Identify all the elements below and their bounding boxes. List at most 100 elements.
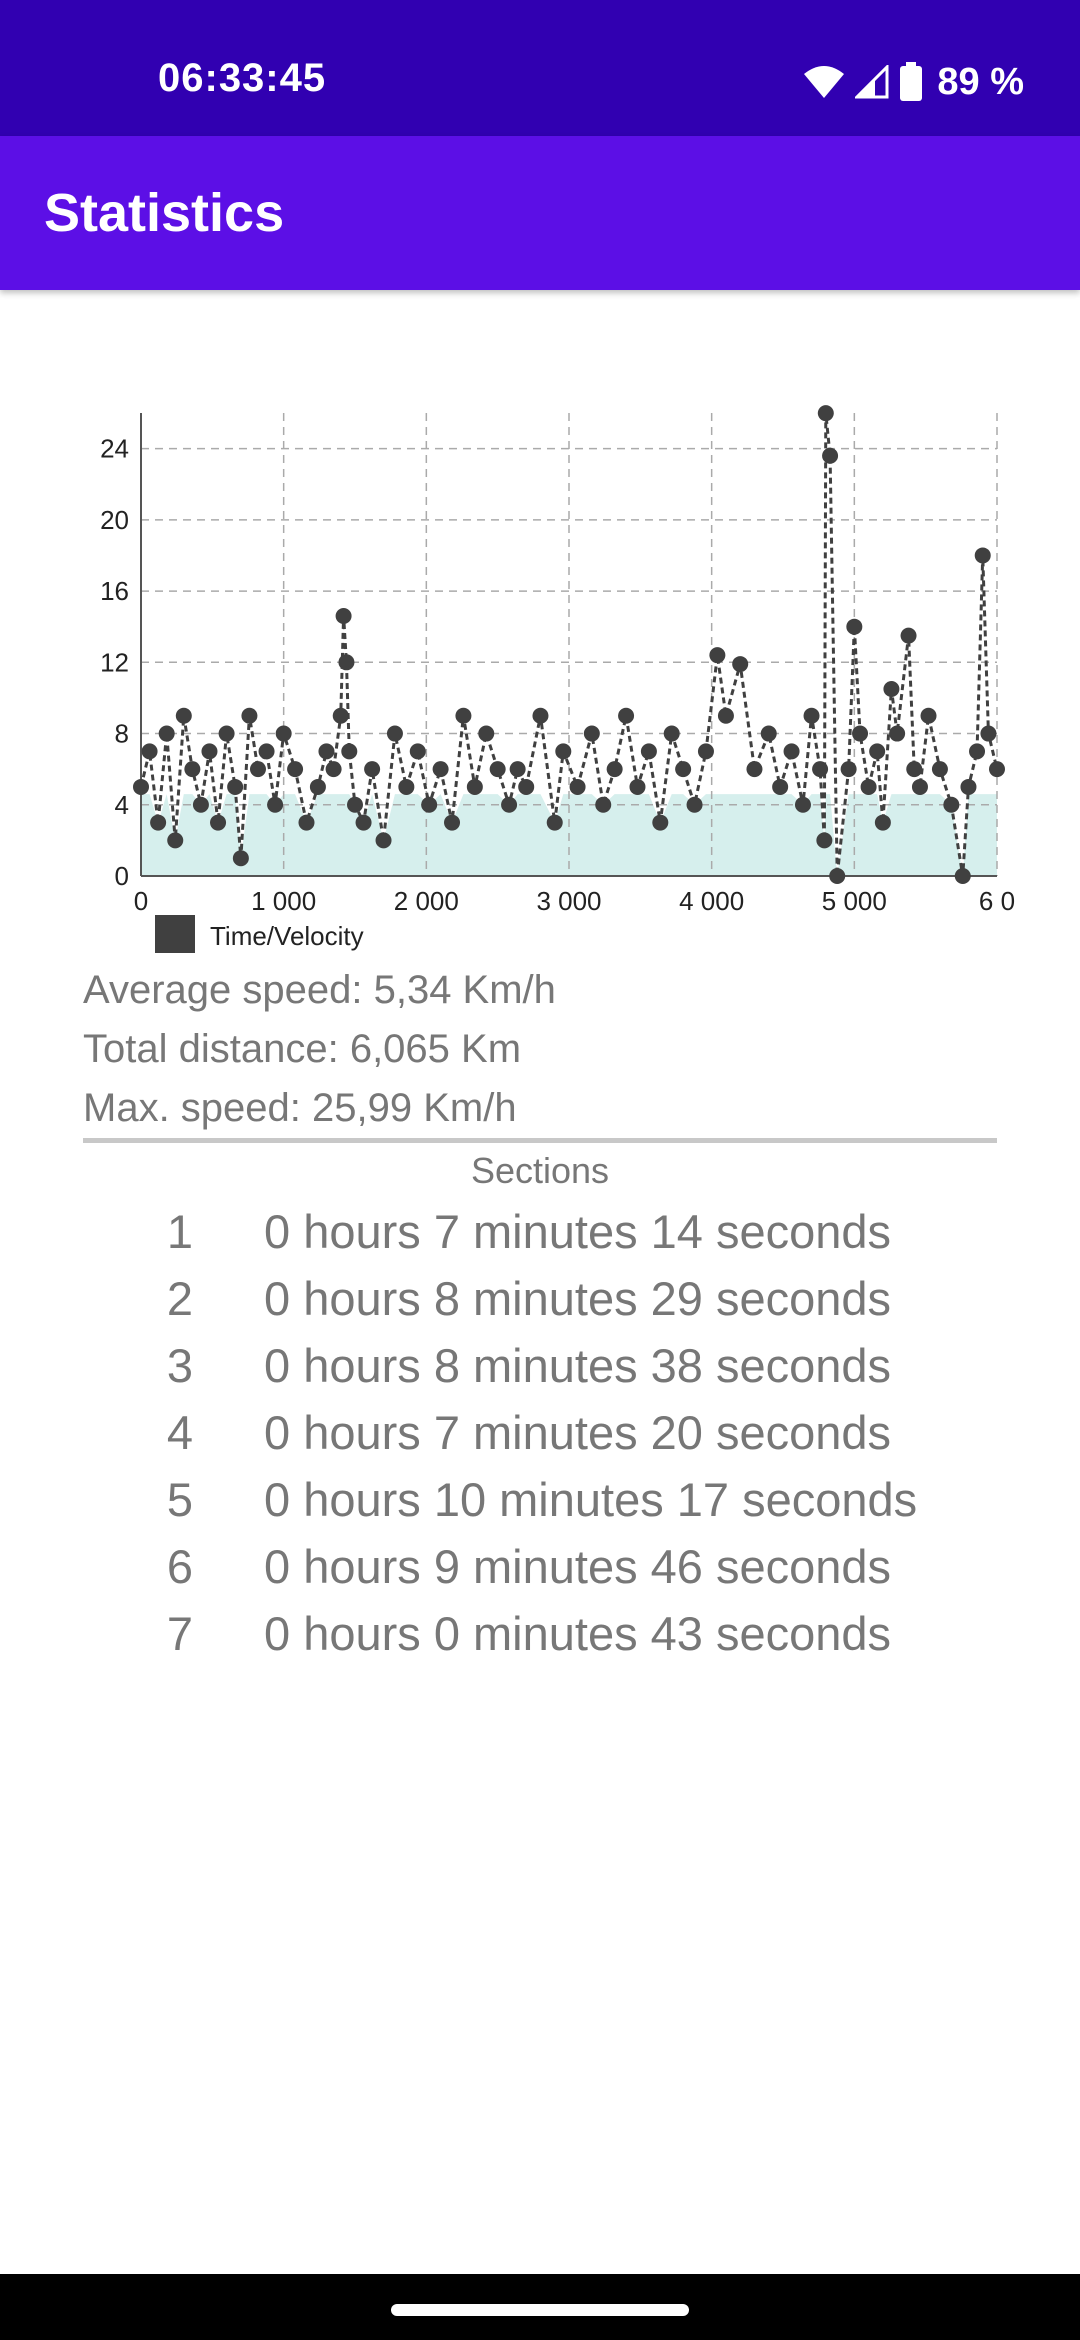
- max-speed: Max. speed: 25,99 Km/h: [83, 1086, 517, 1130]
- chart-data-point: [167, 832, 184, 849]
- chart-data-point: [829, 868, 846, 884]
- page-title: Statistics: [44, 183, 285, 243]
- chart-data-point: [241, 707, 258, 724]
- chart-data-point: [943, 796, 960, 813]
- chart-data-point: [954, 868, 971, 884]
- chart-data-point: [595, 796, 612, 813]
- chart-legend-swatch: [155, 915, 195, 953]
- chart-data-point: [355, 814, 372, 831]
- chart-data-point: [652, 814, 669, 831]
- chart-legend-label: Time/Velocity: [210, 921, 364, 951]
- section-duration: 0 hours 0 minutes 43 seconds: [264, 1607, 892, 1660]
- chart-data-point: [663, 725, 680, 742]
- chart-data-point: [332, 707, 349, 724]
- chart-data-point: [386, 725, 403, 742]
- chart-data-point: [192, 796, 209, 813]
- section-duration: 0 hours 10 minutes 17 seconds: [264, 1473, 918, 1526]
- chart-data-point: [478, 725, 495, 742]
- chart-data-point: [840, 761, 857, 778]
- status-icons: 89 %: [803, 58, 1024, 106]
- chart-data-point: [309, 778, 326, 795]
- chart-data-point: [794, 796, 811, 813]
- section-row: 6 0 hours 9 minutes 46 seconds: [0, 1539, 1080, 1606]
- chart-data-point: [980, 725, 997, 742]
- chart-data-point: [852, 725, 869, 742]
- chart-data-point: [501, 796, 518, 813]
- chart-data-point: [911, 778, 928, 795]
- chart-data-point: [409, 743, 426, 760]
- chart-data-point: [432, 761, 449, 778]
- velocity-chart: 0 4 8 12 16 20 24 0 1 000 2 000 3 000 4 000 5 000 6 0…: [80, 395, 1080, 965]
- chart-data-point: [249, 761, 266, 778]
- section-number: 2: [166, 1272, 194, 1325]
- chart-data-point: [532, 707, 549, 724]
- total-distance: Total distance: 6,065 Km: [83, 1027, 522, 1071]
- section-number: 6: [166, 1540, 194, 1593]
- home-gesture-handle[interactable]: [391, 2304, 689, 2316]
- chart-x-tick-label: 6 0: [979, 886, 1015, 916]
- chart-data-point: [906, 761, 923, 778]
- sections-title: Sections: [470, 1150, 610, 1191]
- chart-y-tick-label: 12: [100, 647, 129, 677]
- chart-data-point: [697, 743, 714, 760]
- chart-data-point: [555, 743, 572, 760]
- chart-data-point: [883, 681, 900, 698]
- chart-data-point: [846, 618, 863, 635]
- section-duration: 0 hours 8 minutes 38 seconds: [264, 1339, 892, 1392]
- chart-data-point: [287, 761, 304, 778]
- chart-data-point: [629, 778, 646, 795]
- status-time: 06:33:45: [158, 56, 327, 100]
- chart-data-point: [816, 832, 833, 849]
- chart-data-point: [822, 447, 839, 464]
- chart-data-point: [889, 725, 906, 742]
- chart-data-point: [618, 707, 635, 724]
- chart-data-point: [227, 778, 244, 795]
- chart-data-point: [860, 778, 877, 795]
- chart-data-point: [569, 778, 586, 795]
- chart-data-point: [546, 814, 563, 831]
- chart-svg: 0 4 8 12 16 20 24 0 1 000 2 000 3 000 4 000 5 000 6 0…: [100, 405, 1015, 953]
- section-duration: 0 hours 7 minutes 14 seconds: [264, 1205, 892, 1258]
- chart-data-point: [489, 761, 506, 778]
- chart-data-point: [184, 761, 201, 778]
- chart-data-point: [675, 761, 692, 778]
- section-number: 5: [166, 1473, 194, 1526]
- section-row: 1 0 hours 7 minutes 14 seconds: [0, 1204, 1080, 1271]
- section-number: 1: [166, 1205, 194, 1258]
- chart-y-tick-label: 0: [115, 861, 129, 891]
- section-number: 4: [166, 1406, 194, 1459]
- divider: [83, 1138, 997, 1143]
- section-row: 3 0 hours 8 minutes 38 seconds: [0, 1338, 1080, 1405]
- cellular-signal-icon: [855, 65, 889, 99]
- chart-data-point: [318, 743, 335, 760]
- battery-percentage: 89 %: [937, 60, 1024, 103]
- wifi-icon: [803, 65, 845, 99]
- chart-data-point: [717, 707, 734, 724]
- chart-data-point: [275, 725, 292, 742]
- chart-data-point: [583, 725, 600, 742]
- section-number: 7: [166, 1607, 194, 1660]
- chart-data-point: [338, 654, 355, 671]
- section-row: 2 0 hours 8 minutes 29 seconds: [0, 1271, 1080, 1338]
- chart-data-point: [803, 707, 820, 724]
- chart-data-point: [686, 796, 703, 813]
- chart-data-point: [989, 761, 1005, 778]
- chart-data-point: [960, 778, 977, 795]
- chart-data-point: [347, 796, 363, 813]
- chart-data-point: [218, 725, 235, 742]
- chart-data-point: [298, 814, 315, 831]
- chart-data-point: [518, 778, 535, 795]
- chart-data-point: [325, 761, 342, 778]
- status-bar: 06:33:45 89 %: [0, 0, 1080, 136]
- section-row: 7 0 hours 0 minutes 43 seconds: [0, 1606, 1080, 1673]
- section-duration: 0 hours 9 minutes 46 seconds: [264, 1540, 892, 1593]
- chart-data-point: [606, 761, 623, 778]
- chart-y-tick-label: 20: [100, 505, 129, 535]
- chart-data-point: [398, 778, 415, 795]
- chart-data-point: [746, 761, 763, 778]
- section-duration: 0 hours 8 minutes 29 seconds: [264, 1272, 892, 1325]
- chart-data-point: [444, 814, 461, 831]
- chart-data-point: [783, 743, 800, 760]
- chart-data-point: [158, 725, 175, 742]
- chart-data-point: [869, 743, 886, 760]
